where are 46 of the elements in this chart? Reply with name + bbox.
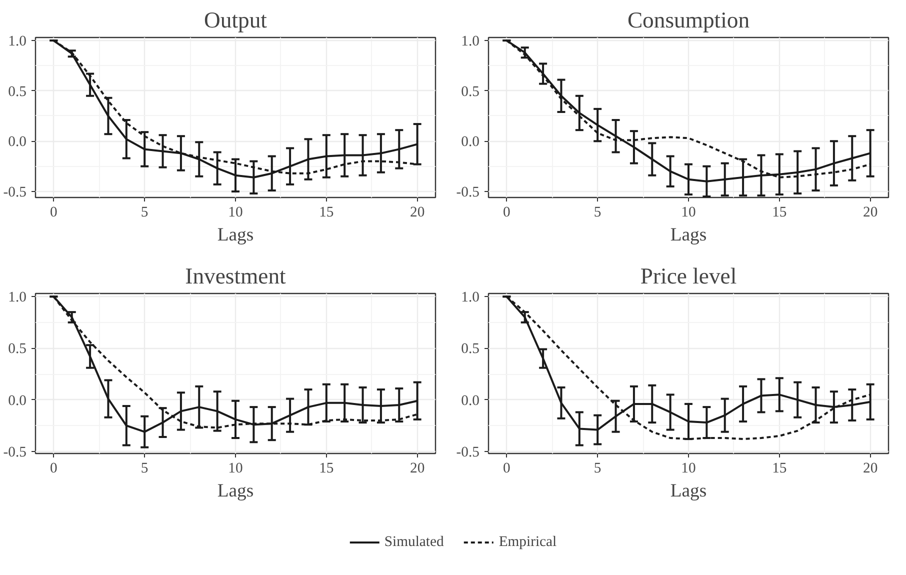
y-tick-label: 0.0 <box>461 134 480 150</box>
y-tick-label: 1.0 <box>461 290 480 306</box>
x-tick-label: 0 <box>50 204 58 220</box>
x-tick-label: 15 <box>319 204 334 220</box>
y-tick-label: -0.5 <box>3 184 26 200</box>
x-tick-label: 15 <box>772 204 787 220</box>
chart-title: Consumption <box>627 8 750 32</box>
y-tick-label: 0.5 <box>8 341 27 358</box>
x-tick-label: 0 <box>503 460 510 476</box>
y-tick-label: 0.0 <box>8 392 27 409</box>
legend-label: Empirical <box>498 534 557 550</box>
y-tick-label: 0.5 <box>461 341 480 358</box>
chart-title: Investment <box>185 264 287 288</box>
x-tick-label: 5 <box>594 460 602 476</box>
y-tick-label: -0.5 <box>456 444 480 460</box>
y-tick-label: 1.0 <box>8 290 27 306</box>
y-tick-label: 1.0 <box>8 34 27 50</box>
y-tick-label: 1.0 <box>461 34 480 50</box>
x-tick-label: 20 <box>410 204 425 220</box>
legend-label: Simulated <box>384 534 444 550</box>
x-axis-title: Lags <box>217 480 254 502</box>
x-axis-title: Lags <box>670 480 707 502</box>
x-tick-label: 15 <box>319 460 334 476</box>
chart-title: Price level <box>640 264 737 288</box>
x-tick-label: 5 <box>140 204 148 220</box>
x-axis-title: Lags <box>217 224 254 246</box>
x-tick-label: 10 <box>228 460 243 476</box>
x-tick-label: 15 <box>772 460 787 476</box>
y-tick-label: 0.0 <box>461 392 480 409</box>
x-tick-label: 10 <box>681 460 696 476</box>
x-tick-label: 10 <box>681 204 696 220</box>
x-tick-label: 5 <box>140 460 148 476</box>
y-tick-label: -0.5 <box>3 444 26 460</box>
x-tick-label: 20 <box>862 460 878 476</box>
y-tick-label: -0.5 <box>456 184 480 200</box>
chart-title: Output <box>204 8 268 32</box>
y-tick-label: 0.0 <box>8 134 27 150</box>
x-axis-title: Lags <box>670 224 707 246</box>
y-tick-label: 0.5 <box>8 84 27 100</box>
y-tick-label: 0.5 <box>461 84 480 100</box>
x-tick-label: 10 <box>228 204 243 220</box>
x-tick-label: 20 <box>862 204 878 220</box>
x-tick-label: 0 <box>50 460 58 476</box>
x-tick-label: 20 <box>410 460 425 476</box>
x-tick-label: 0 <box>503 204 510 220</box>
x-tick-label: 5 <box>594 204 602 220</box>
